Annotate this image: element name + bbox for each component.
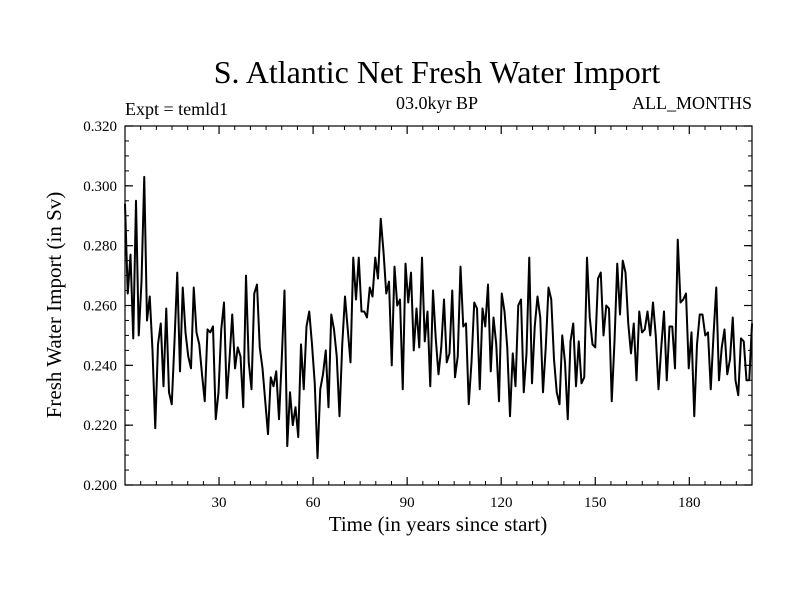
period-label: 03.0kyr BP — [396, 93, 478, 113]
y-tick-label: 0.240 — [83, 358, 117, 374]
y-tick-label: 0.320 — [83, 119, 117, 135]
x-tick-label: 180 — [678, 495, 701, 511]
y-tick-label: 0.280 — [83, 239, 117, 255]
y-tick-label: 0.260 — [83, 299, 117, 315]
y-tick-label: 0.200 — [83, 478, 117, 494]
x-tick-label: 30 — [212, 495, 227, 511]
x-axis-label: Time (in years since start) — [329, 512, 548, 536]
y-tick-label: 0.300 — [83, 179, 117, 195]
x-tick-label: 150 — [584, 495, 607, 511]
series-line — [124, 175, 753, 460]
x-tick-label: 60 — [306, 495, 321, 511]
experiment-label: Expt = temld1 — [125, 99, 228, 119]
x-axis: 30 60 90 120 150 180 — [140, 126, 737, 511]
y-tick-label: 0.220 — [83, 418, 117, 434]
x-tick-label: 120 — [490, 495, 513, 511]
y-axis-label: Fresh Water Import (in Sv) — [42, 192, 66, 419]
chart-title: S. Atlantic Net Fresh Water Import — [214, 54, 661, 90]
months-label: ALL_MONTHS — [632, 93, 752, 113]
x-tick-label: 90 — [400, 495, 415, 511]
y-axis: 0.200 0.220 0.240 0.260 0.280 0.300 0.320 — [83, 119, 752, 494]
